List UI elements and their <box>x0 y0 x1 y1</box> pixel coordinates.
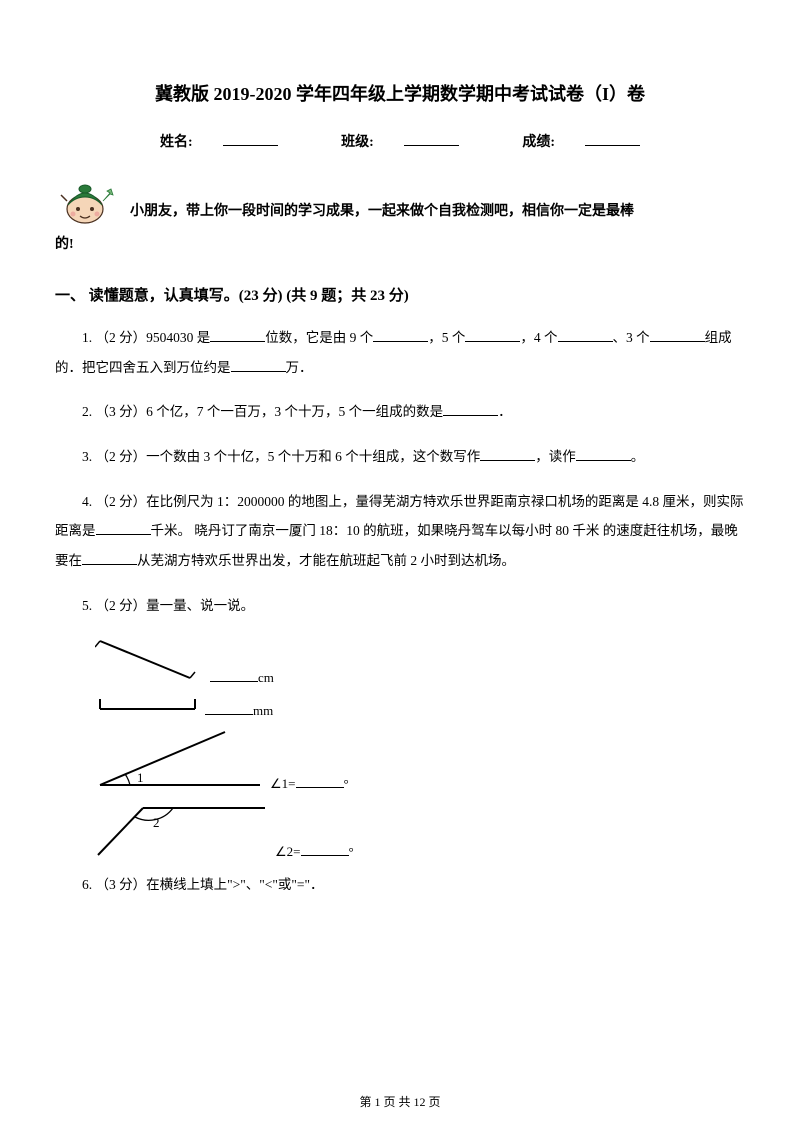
fig3-blank <box>296 775 344 788</box>
q1-text-c: ，5 个 <box>428 330 465 345</box>
question-2: 2. （3 分）6 个亿，7 个一百万，3 个十万，5 个一组成的数是 ． <box>55 397 745 427</box>
fig2-label: mm <box>205 702 273 719</box>
question-3: 3. （2 分）一个数由 3 个十亿，5 个十万和 6 个十组成，这个数写作 ，读… <box>55 442 745 472</box>
fig4-label: ∠2= ° <box>275 843 354 860</box>
class-label: 班级: <box>341 131 374 151</box>
q1-text-e: 、3 个 <box>613 330 650 345</box>
q3-blank-1 <box>480 448 535 461</box>
fig1-label: cm <box>210 669 274 686</box>
encourage-text-1: 小朋友，带上你一段时间的学习成果，一起来做个自我检测吧，相信你一定是最棒 <box>130 198 634 226</box>
score-label: 成绩: <box>522 131 555 151</box>
question-6: 6. （3 分）在横线上填上">"、"<"或"="． <box>55 870 745 900</box>
section-1-heading: 一、 读懂题意，认真填写。(23 分) (共 9 题；共 23 分) <box>55 284 745 305</box>
q4-text-e: 从芜湖方特欢乐世界出发，才能在航班起飞前 2 小时到达机场。 <box>137 553 515 568</box>
diagonal-line-icon <box>95 636 205 686</box>
q2-text-a: 2. （3 分）6 个亿，7 个一百万，3 个十万，5 个一组成的数是 <box>82 404 443 419</box>
child-cartoon-icon <box>55 171 115 226</box>
figure-row-3: 1 ∠1= ° <box>95 727 745 792</box>
q2-text-b: ． <box>498 404 512 419</box>
svg-text:1: 1 <box>137 770 144 785</box>
fig3-label: ∠1= ° <box>270 775 349 792</box>
class-field: 班级: <box>326 131 474 151</box>
question-1: 1. （2 分）9504030 是位数，它是由 9 个，5 个，4 个、3 个组… <box>55 323 745 382</box>
class-blank <box>404 132 459 146</box>
q1-blank-1 <box>210 329 265 342</box>
fig4-blank <box>301 843 349 856</box>
q1-blank-3 <box>465 329 520 342</box>
q3-text-c: 。 <box>631 449 645 464</box>
figure-row-2: mm <box>95 694 745 719</box>
figure-row-4: 2 ∠2= ° <box>95 800 745 860</box>
fig2-blank <box>205 702 253 715</box>
q3-text-a: 3. （2 分）一个数由 3 个十亿，5 个十万和 6 个十组成，这个数写作 <box>82 449 480 464</box>
angle-1-icon: 1 <box>95 727 265 792</box>
angle-2-icon: 2 <box>95 800 270 860</box>
q1-blank-4 <box>558 329 613 342</box>
q3-blank-2 <box>576 448 631 461</box>
q3-text-b: ，读作 <box>535 449 576 464</box>
name-label: 姓名: <box>160 131 193 151</box>
angle1-deg: ° <box>344 776 349 791</box>
q1-blank-2 <box>373 329 428 342</box>
q4-text-c: 千米。 晓丹订了南京一厦门 18：10 的航班，如果晓丹驾车以每小时 80 千米 <box>151 523 600 538</box>
q1-blank-6 <box>231 359 286 372</box>
svg-text:2: 2 <box>153 815 160 830</box>
question-5: 5. （2 分）量一量、说一说。 <box>55 591 745 621</box>
q4-blank-1 <box>96 522 151 535</box>
q1-text-b: 位数，它是由 9 个 <box>265 330 373 345</box>
figure-block: cm mm 1 ∠1= ° 2 ∠2= ° <box>95 636 745 860</box>
fig1-unit: cm <box>258 670 274 685</box>
page-footer: 第 1 页 共 12 页 <box>0 1093 800 1110</box>
fig1-blank <box>210 669 258 682</box>
q1-blank-5 <box>650 329 705 342</box>
name-field: 姓名: <box>145 131 293 151</box>
q4-text-a: 4. （2 分）在比例尺为 1：2000000 的地图上，量得芜湖方特欢乐世界距… <box>82 494 659 509</box>
angle2-prefix: ∠2= <box>275 844 301 859</box>
document-title: 冀教版 2019-2020 学年四年级上学期数学期中考试试卷（I）卷 <box>55 80 745 106</box>
score-field: 成绩: <box>507 131 655 151</box>
student-info-row: 姓名: 班级: 成绩: <box>55 131 745 151</box>
name-blank <box>223 132 278 146</box>
q1-text-d: ，4 个 <box>520 330 557 345</box>
angle2-deg: ° <box>349 844 354 859</box>
q1-text-a: 1. （2 分）9504030 是 <box>82 330 210 345</box>
encourage-row: 小朋友，带上你一段时间的学习成果，一起来做个自我检测吧，相信你一定是最棒 <box>55 171 745 226</box>
angle1-prefix: ∠1= <box>270 776 296 791</box>
score-blank <box>585 132 640 146</box>
fig2-unit: mm <box>253 703 273 718</box>
bracket-line-icon <box>95 694 200 719</box>
encourage-text-2: 的! <box>55 231 745 259</box>
figure-row-1: cm <box>95 636 745 686</box>
q4-blank-2 <box>82 552 137 565</box>
q2-blank-1 <box>443 403 498 416</box>
question-4: 4. （2 分）在比例尺为 1：2000000 的地图上，量得芜湖方特欢乐世界距… <box>55 487 745 576</box>
q1-text-g: 万． <box>286 360 313 375</box>
